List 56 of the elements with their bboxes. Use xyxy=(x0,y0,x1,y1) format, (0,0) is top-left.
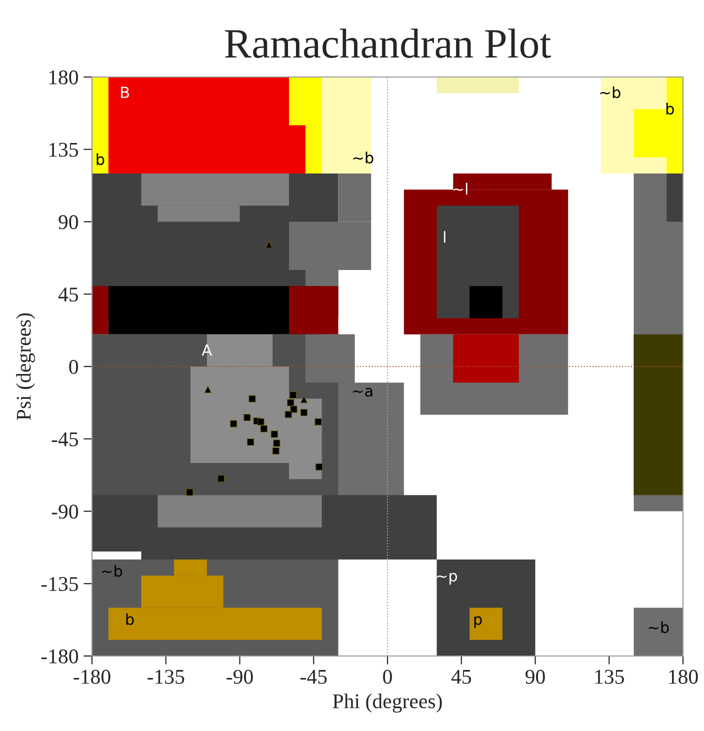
point xyxy=(290,406,298,413)
point xyxy=(186,488,194,496)
x-tick-label: -90 xyxy=(226,670,253,684)
point xyxy=(287,399,294,406)
y-tick-label: 0 xyxy=(69,360,78,374)
annotation: A xyxy=(202,344,212,356)
annotation: b xyxy=(666,102,674,115)
point xyxy=(248,395,256,402)
annotation: ~b xyxy=(648,621,669,634)
annotation: l xyxy=(444,231,446,243)
x-tick-label: -45 xyxy=(300,670,327,684)
point xyxy=(217,475,225,482)
point xyxy=(260,425,268,432)
y-tick-label: 45 xyxy=(58,288,78,302)
annotation: ~b xyxy=(600,86,620,98)
x-tick-label: 45 xyxy=(451,670,471,684)
y-tick-label: -90 xyxy=(52,504,78,519)
point xyxy=(300,396,308,404)
annotation: p xyxy=(474,616,482,628)
point xyxy=(265,241,273,248)
annotation: b xyxy=(126,613,134,626)
point xyxy=(204,386,212,394)
x-tick-label: -135 xyxy=(148,670,184,684)
point xyxy=(284,410,292,418)
point xyxy=(230,420,238,428)
point xyxy=(273,440,280,447)
point xyxy=(257,418,264,426)
x-axis-title: Phi (degrees) xyxy=(332,694,442,713)
point xyxy=(290,391,297,399)
point xyxy=(244,414,251,422)
x-tick-label: 180 xyxy=(669,670,698,684)
point xyxy=(300,408,308,416)
y-tick-label: -45 xyxy=(52,432,78,446)
x-tick-label: 0 xyxy=(383,670,392,684)
point xyxy=(270,430,278,438)
y-tick-label: -180 xyxy=(41,649,78,664)
y-tick-label: -135 xyxy=(41,577,78,592)
x-tick-label: -180 xyxy=(74,670,110,684)
y-tick-label: 180 xyxy=(49,70,78,84)
annotation: ~a xyxy=(353,388,372,397)
chart-title: Ramachandran Plot xyxy=(224,28,551,58)
annotation: b xyxy=(96,153,104,166)
annotation: B xyxy=(121,86,129,98)
point xyxy=(316,463,323,470)
y-tick-label: 135 xyxy=(49,142,78,157)
x-tick-label: 90 xyxy=(526,670,545,684)
annotation: ~b xyxy=(102,564,122,577)
annotation: ~b xyxy=(353,152,374,164)
annotation: ~l xyxy=(453,182,468,194)
x-tick-label: 135 xyxy=(595,670,624,684)
point xyxy=(272,447,280,454)
y-tick-label: 90 xyxy=(58,215,78,230)
point xyxy=(314,418,322,426)
annotation: ~p xyxy=(436,572,458,585)
y-axis-title: Psi (degrees) xyxy=(16,313,36,420)
point xyxy=(247,438,254,446)
